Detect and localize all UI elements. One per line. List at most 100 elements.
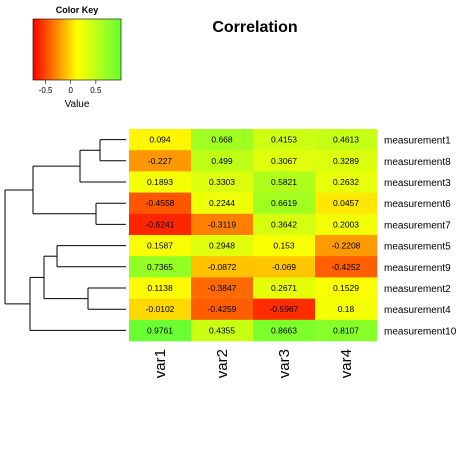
color-key-tick-label: -0.5 [39,86,53,95]
cell-value-label: 0.9761 [147,325,173,335]
cell-value-label: 0.1138 [147,283,173,293]
heatmap-cell [191,277,254,299]
heatmap-cell [191,256,254,278]
cell-value-label: 0.2003 [333,219,359,229]
heatmap-cell [191,235,254,257]
cell-value-label: 0.2632 [333,177,359,187]
cell-value-label: 0.153 [273,241,295,251]
row-label: measurement2 [384,284,451,295]
cell-value-label: 0.3067 [271,156,297,166]
cell-value-label: 0.3642 [271,219,297,229]
column-labels: var1 var2 var3 var4 [152,349,355,378]
row-label: measurement7 [384,220,451,231]
cell-value-label: 0.2671 [271,283,297,293]
heatmap-cell [253,213,316,236]
cell-value-label: 0.8107 [333,325,359,335]
cell-value-label: 0.4355 [209,325,235,335]
heatmap-cell [191,319,254,342]
row-label: measurement3 [384,178,451,189]
heatmap-cell [129,129,192,151]
column-label: var4 [338,349,355,378]
cell-value-label: -0.4558 [146,198,175,208]
heatmap-cell [129,171,192,193]
cell-value-label: -0.227 [148,156,172,166]
cell-value-label: 0.0457 [333,198,359,208]
cell-value-label: 0.094 [149,135,171,145]
heatmap-cell [129,298,192,321]
cell-value-label: 0.18 [338,304,355,314]
cell-value-label: 0.8663 [271,325,297,335]
cell-value-label: 0.3303 [209,177,235,187]
cell-value-label: 0.668 [211,135,233,145]
cell-value-label: -0.4252 [332,262,361,272]
heatmap-cell [315,213,378,236]
cell-value-label: -0.4259 [208,304,237,314]
heatmap-cell [191,298,254,321]
heatmap-cell [315,129,378,151]
heatmap-cell [253,171,316,193]
heatmap-cells: 0.094 0.668 0.4153 0.4613 -0.227 0.499 0.3067 0… [129,129,378,342]
heatmap-cell [315,256,378,278]
heatmap-cell [129,150,192,172]
row-label: measurement9 [384,263,451,274]
cell-value-label: 0.1587 [147,241,173,251]
heatmap-cell [253,277,316,299]
color-key-value-label: Value [65,99,90,110]
heatmap-cell [191,129,254,151]
cell-value-label: -0.0872 [208,262,237,272]
heatmap-cell [315,298,378,321]
row-labels: measurement1 measurement8 measurement3 meas… [384,136,457,338]
heatmap-cell [253,235,316,257]
cell-value-label: 0.2244 [209,198,235,208]
color-key-title: Color Key [56,5,99,15]
heatmap-cell [315,171,378,193]
heatmap-cell [253,129,316,151]
cell-value-label: 0.5821 [271,177,297,187]
cell-value-label: 0.4613 [333,135,359,145]
heatmap-cell [253,319,316,342]
row-dendrogram [4,139,126,331]
row-label: measurement1 [384,136,451,147]
cell-value-label: -0.6241 [146,219,175,229]
cell-value-label: 0.499 [211,156,233,166]
color-key-ticks: -0.5 0 0.5 [39,80,102,95]
color-key-tick-label: 0.5 [90,86,102,95]
heatmap-cell [315,192,378,215]
row-label: measurement10 [384,326,457,337]
cell-value-label: 0.1529 [333,283,359,293]
cell-value-label: -0.2208 [332,241,361,251]
row-label: measurement5 [384,242,451,253]
cell-value-label: 0.4153 [271,135,297,145]
color-key-gradient [32,18,122,81]
heatmap-cell [253,150,316,172]
cell-value-label: -0.0102 [146,304,175,314]
cell-value-label: -0.3119 [208,219,236,229]
column-label: var3 [276,349,293,378]
heatmap-cell [315,150,378,172]
heatmap-cell [253,298,316,321]
heatmap-cell [191,171,254,193]
heatmap-cell [129,192,192,215]
heatmap-cell [253,256,316,278]
column-label: var2 [214,349,231,378]
color-key: Color Key -0.5 0 0.5 Value [32,5,122,110]
heatmap-cell [129,319,192,342]
cell-value-label: -0.3847 [208,283,237,293]
cell-value-label: -0.069 [272,262,296,272]
heatmap-cell [129,213,192,236]
cell-value-label: 0.6619 [271,198,297,208]
heatmap-cell [191,213,254,236]
heatmap-cell [191,150,254,172]
cell-value-label: -0.5967 [270,304,299,314]
heatmap-cell [253,192,316,215]
chart-title: Correlation [212,19,297,36]
heatmap-cell [129,256,192,278]
row-label: measurement8 [384,157,451,168]
cell-value-label: 0.2948 [209,241,235,251]
heatmap-cell [129,235,192,257]
heatmap-cell [191,192,254,215]
cell-value-label: 0.7365 [147,262,173,272]
cell-value-label: 0.3289 [333,156,359,166]
